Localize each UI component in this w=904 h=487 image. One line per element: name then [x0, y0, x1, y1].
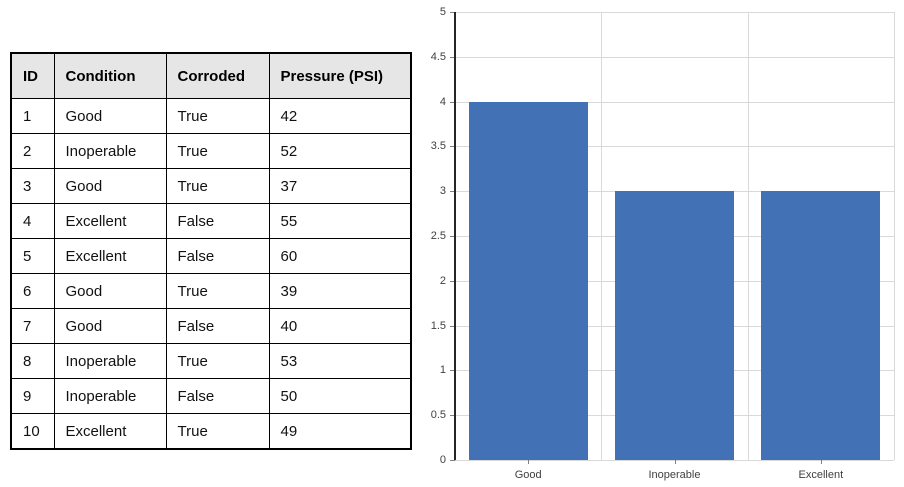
y-axis-tick-label: 2.5 — [430, 230, 446, 242]
cell-condition: Good — [53, 273, 167, 309]
y-axis-tick — [450, 101, 455, 103]
cell-id: 6 — [10, 273, 55, 309]
table-row: 7 Good False 40 — [10, 308, 412, 344]
cell-corroded: False — [165, 378, 270, 414]
y-axis-tick — [450, 56, 455, 58]
table-header-row: ID Condition Corroded Pressure (PSI) — [10, 52, 412, 99]
x-axis-tick — [528, 460, 530, 464]
cell-corroded: True — [165, 343, 270, 379]
y-axis-tick-label: 2 — [439, 274, 446, 287]
table-row: 1 Good True 42 — [10, 98, 412, 134]
y-axis-tick-label: 3.5 — [430, 140, 446, 153]
column-header-id: ID — [10, 52, 55, 99]
cell-condition: Excellent — [53, 413, 167, 450]
y-gridline — [455, 101, 894, 103]
cell-corroded: True — [165, 168, 270, 204]
x-axis-label: Inoperable — [648, 469, 701, 481]
bar-good — [468, 101, 588, 460]
x-gridline — [894, 12, 895, 460]
y-axis-tick — [450, 12, 455, 13]
pipes-table-panel: ID Condition Corroded Pressure (PSI) 1 Go… — [10, 52, 412, 450]
x-axis-label: Good — [514, 469, 542, 481]
cell-id: 9 — [10, 378, 55, 414]
cell-condition: Excellent — [53, 238, 167, 274]
cell-condition: Inoperable — [53, 133, 167, 169]
cell-corroded: False — [165, 308, 270, 344]
cell-pressure: 42 — [268, 98, 412, 134]
cell-pressure: 40 — [268, 308, 412, 344]
cell-id: 1 — [10, 98, 55, 134]
cell-pressure: 49 — [268, 413, 412, 450]
cell-id: 8 — [10, 343, 55, 379]
y-axis-tick — [450, 415, 455, 417]
y-axis-tick-label: 4 — [439, 95, 446, 108]
y-axis-tick-label: 4.5 — [430, 50, 446, 63]
y-axis-tick — [450, 146, 455, 148]
cell-pressure: 60 — [268, 238, 412, 274]
cell-pressure: 39 — [268, 273, 412, 309]
cell-corroded: True — [165, 273, 270, 309]
condition-bar-chart: 0 0.5 1 1.5 2 2.5 3 3.5 4 4.5 5 Good Inoperable Excel… — [420, 0, 904, 487]
table-row: 2 Inoperable True 52 — [10, 133, 412, 169]
cell-corroded: True — [165, 98, 270, 134]
x-gridline — [601, 12, 603, 460]
y-axis-tick — [450, 280, 455, 282]
table-row: 3 Good True 37 — [10, 168, 412, 204]
y-axis-tick — [450, 191, 455, 193]
y-gridline — [455, 56, 894, 58]
cell-pressure: 52 — [268, 133, 412, 169]
cell-id: 10 — [10, 413, 55, 450]
pipes-table: ID Condition Corroded Pressure (PSI) 1 Go… — [10, 52, 412, 450]
x-axis-label: Excellent — [798, 469, 844, 481]
bar-inoperable — [615, 191, 734, 460]
cell-id: 7 — [10, 308, 55, 344]
y-axis-tick-label: 3 — [439, 185, 446, 198]
cell-id: 4 — [10, 203, 55, 239]
y-axis-tick-label: 1.5 — [430, 319, 446, 332]
cell-pressure: 37 — [268, 168, 412, 204]
cell-condition: Inoperable — [53, 343, 167, 379]
cell-condition: Good — [53, 168, 167, 204]
cell-id: 2 — [10, 133, 55, 169]
y-axis-tick — [450, 370, 455, 372]
cell-id: 5 — [10, 238, 55, 274]
y-axis-tick-label: 1 — [439, 364, 446, 377]
cell-corroded: False — [165, 203, 270, 239]
cell-pressure: 55 — [268, 203, 412, 239]
y-axis-tick — [450, 325, 455, 327]
cell-corroded: False — [165, 238, 270, 274]
cell-corroded: True — [165, 413, 270, 450]
table-row: 5 Excellent False 60 — [10, 238, 412, 274]
cell-condition: Inoperable — [53, 378, 167, 414]
cell-condition: Good — [53, 308, 167, 344]
table-row: 6 Good True 39 — [10, 273, 412, 309]
x-axis-tick — [674, 460, 676, 464]
cell-condition: Excellent — [53, 203, 167, 239]
y-axis-tick-label: 5 — [439, 6, 446, 18]
cell-pressure: 50 — [268, 378, 412, 414]
cell-pressure: 53 — [268, 343, 412, 379]
y-axis-tick — [450, 236, 455, 237]
y-axis-line — [454, 12, 456, 460]
column-header-corroded: Corroded — [165, 52, 270, 99]
x-gridline — [747, 12, 749, 460]
table-row: 9 Inoperable False 50 — [10, 378, 412, 414]
y-axis-tick — [450, 460, 455, 461]
column-header-condition: Condition — [53, 52, 167, 99]
cell-id: 3 — [10, 168, 55, 204]
table-row: 8 Inoperable True 53 — [10, 343, 412, 379]
column-header-pressure: Pressure (PSI) — [268, 52, 412, 99]
y-axis-tick-label: 0.5 — [430, 409, 446, 422]
y-gridline — [455, 146, 894, 148]
cell-condition: Good — [53, 98, 167, 134]
cell-corroded: True — [165, 133, 270, 169]
y-axis-tick-label: 0 — [439, 454, 446, 466]
y-gridline — [455, 12, 894, 13]
table-row: 10 Excellent True 49 — [10, 413, 412, 450]
bar-excellent — [761, 191, 881, 460]
table-row: 4 Excellent False 55 — [10, 203, 412, 239]
x-axis-tick — [820, 460, 822, 464]
